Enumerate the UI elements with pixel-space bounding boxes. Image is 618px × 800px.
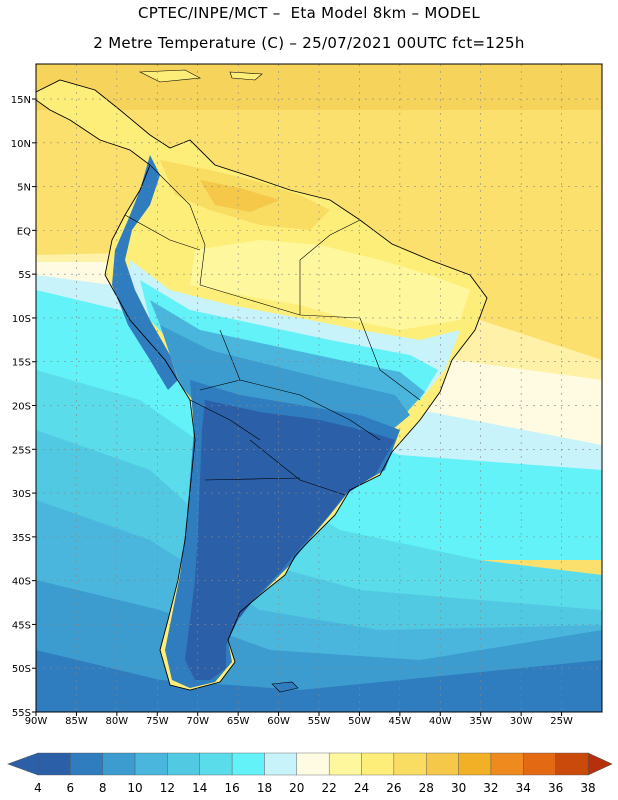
colorbar-segment (490, 752, 524, 776)
lon-tick-label: 65W (227, 716, 250, 727)
lat-tick-label: 55S (12, 708, 31, 719)
lon-tick-label: 80W (106, 716, 129, 727)
colorbar-label: 34 (516, 781, 531, 795)
colorbar-label: 26 (386, 781, 401, 795)
lon-tick-label: 90W (25, 716, 48, 727)
ocean-band (36, 650, 602, 712)
lat-tick-label: 10N (11, 139, 31, 150)
latitude-labels: 15N 10N 5N EQ 5S 10S 15S 20S 25S 30S 35S 40S 45S 50S 5… (11, 95, 36, 719)
colorbar-label: 10 (127, 781, 142, 795)
colorbar-label: 24 (354, 781, 369, 795)
colorbar-label: 18 (257, 781, 272, 795)
colorbar-segment (70, 752, 103, 776)
colorbar-segment (102, 752, 136, 776)
temperature-region (190, 240, 470, 330)
lat-tick-label: 35S (12, 533, 31, 544)
colorbar-label: 30 (451, 781, 466, 795)
colorbar-label: 16 (224, 781, 239, 795)
lon-tick-label: 45W (389, 716, 412, 727)
colorbar-segment (231, 752, 265, 776)
lat-tick-label: 40S (12, 577, 31, 588)
colorbar-label: 20 (289, 781, 304, 795)
colorbar-label: 36 (548, 781, 563, 795)
colorbar-segment (264, 752, 298, 776)
title-line-1: CPTEC/INPE/MCT – Eta Model 8km – MODEL (137, 4, 481, 22)
colorbar: 4 6 8 10 12 14 16 18 20 22 24 26 28 30 32 34 36 38 (7, 752, 613, 795)
temperature-region (200, 180, 280, 212)
lon-tick-label: 25W (550, 716, 573, 727)
lon-tick-label: 85W (65, 716, 88, 727)
lon-tick-label: 75W (146, 716, 169, 727)
lat-tick-label: 50S (12, 664, 31, 675)
lat-tick-label: 15N (11, 95, 31, 106)
lat-tick-label: 25S (12, 445, 31, 456)
colorbar-label: 28 (419, 781, 434, 795)
colorbar-label: 6 (67, 781, 75, 795)
colorbar-segment (37, 752, 71, 776)
colorbar-arrow-high (587, 752, 613, 776)
colorbar-segment (134, 752, 168, 776)
colorbar-segment (199, 752, 233, 776)
lat-tick-label: 30S (12, 489, 31, 500)
colorbar-segment (361, 752, 395, 776)
lon-tick-label: 50W (348, 716, 371, 727)
lon-tick-label: 40W (429, 716, 452, 727)
colorbar-label: 22 (322, 781, 337, 795)
lon-tick-label: 55W (308, 716, 331, 727)
title-line-2: 2 Metre Temperature (C) – 25/07/2021 00U… (93, 34, 525, 52)
coastline (36, 79, 488, 691)
colorbar-segment (393, 752, 427, 776)
colorbar-label: 38 (580, 781, 595, 795)
colorbar-segment (458, 752, 492, 776)
colorbar-segment (167, 752, 200, 776)
colorbar-segment (296, 752, 330, 776)
colorbar-label: 4 (34, 781, 42, 795)
colorbar-label: 8 (99, 781, 107, 795)
caribbean-islands (138, 69, 263, 83)
colorbar-label: 32 (483, 781, 498, 795)
lon-tick-label: 30W (510, 716, 533, 727)
lat-tick-label: 20S (12, 402, 31, 413)
colorbar-segment (426, 752, 459, 776)
temperature-region (185, 400, 395, 680)
falkland-islands (271, 681, 299, 693)
colorbar-segment (523, 752, 556, 776)
lon-tick-label: 35W (469, 716, 492, 727)
temperature-region (112, 155, 178, 390)
graticule (36, 64, 602, 712)
colorbar-label: 12 (160, 781, 175, 795)
lat-tick-label: 10S (12, 314, 31, 325)
lat-tick-label: 15S (12, 358, 31, 369)
lat-tick-label: 5N (17, 183, 31, 194)
colorbar-arrow-low (7, 752, 39, 776)
longitude-labels: 90W 85W 80W 75W 70W 65W 60W 55W 50W 45W 40W 35W 30W 2… (25, 712, 573, 727)
colorbar-label: 14 (192, 781, 207, 795)
lat-tick-label: 45S (12, 620, 31, 631)
colorbar-segment (555, 752, 589, 776)
lat-tick-label: 5S (18, 270, 31, 281)
colorbar-segment (328, 752, 362, 776)
lon-tick-label: 70W (186, 716, 209, 727)
lon-tick-label: 60W (267, 716, 290, 727)
lat-tick-label: EQ (17, 226, 31, 237)
